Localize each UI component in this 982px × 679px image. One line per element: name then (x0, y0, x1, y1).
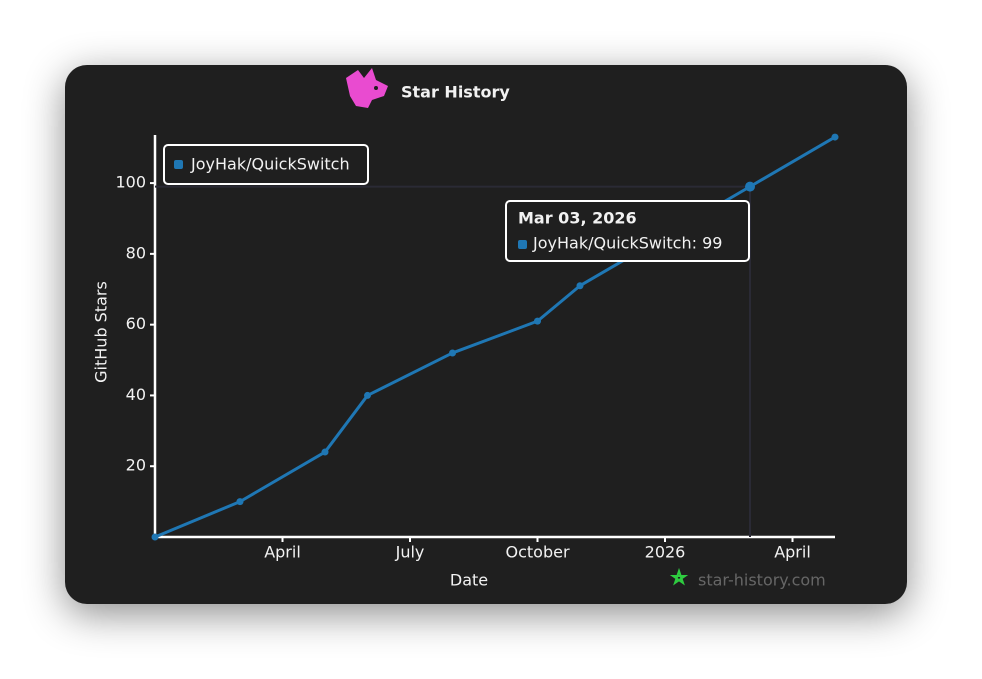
data-point (745, 181, 755, 192)
watermark-text: star-history.com (698, 571, 826, 590)
y-tick-label: 100 (115, 173, 146, 192)
data-point (449, 349, 456, 357)
legend-label: JoyHak/QuickSwitch (190, 155, 350, 174)
x-tick-label: July (395, 543, 425, 562)
y-axis-label: GitHub Stars (92, 281, 111, 383)
watermark: star-history.com (669, 567, 826, 590)
x-tick-label: April (264, 543, 301, 562)
y-tick-label: 80 (126, 243, 146, 262)
data-point (151, 533, 159, 541)
legend-swatch (174, 160, 183, 169)
x-tick-label: 2026 (645, 543, 686, 562)
data-point (236, 498, 244, 506)
tooltip-swatch (518, 240, 527, 249)
x-tick-label: April (774, 543, 811, 562)
series-line (154, 135, 836, 539)
data-point (831, 133, 839, 141)
data-point (534, 317, 541, 325)
tooltip-box (505, 200, 750, 262)
y-tick-label: 60 (126, 314, 146, 333)
data-point (364, 391, 371, 399)
tooltip-label: JoyHak/QuickSwitch: 99 (532, 234, 722, 253)
x-tick-label: October (505, 543, 569, 562)
logo (346, 68, 388, 108)
data-point (321, 448, 329, 456)
legend-box (163, 144, 369, 185)
y-tick-label: 20 (126, 456, 146, 475)
data-point (576, 282, 584, 290)
y-tick-label: 40 (126, 385, 146, 404)
x-axis-label: Date (450, 571, 488, 590)
chart-title: Star History (401, 83, 510, 102)
tooltip-title: Mar 03, 2026 (518, 209, 637, 228)
